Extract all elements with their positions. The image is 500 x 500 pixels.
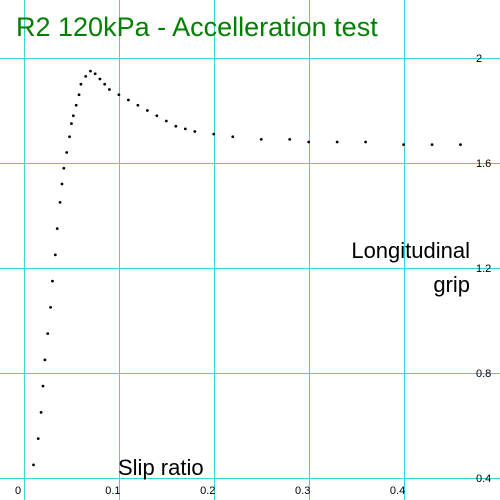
data-point [89, 69, 92, 73]
data-point [71, 114, 75, 118]
y-axis-label-line2: grip [433, 272, 470, 297]
data-point [39, 410, 43, 414]
tick-labels: 0 0.1 0.2 0.3 0.4 0.4 0.8 1.2 1.6 2 [15, 53, 491, 497]
data-point [364, 140, 368, 144]
x-tick-label: 0 [15, 485, 21, 497]
data-point [49, 305, 52, 309]
data-point [55, 227, 59, 231]
data-point [62, 166, 66, 170]
data-point [46, 332, 50, 336]
data-point [60, 182, 64, 186]
data-point [98, 77, 102, 81]
x-tick-label: 0.4 [390, 485, 405, 497]
data-point [103, 82, 107, 86]
data-point [459, 143, 462, 147]
x-axis-label: Slip ratio [118, 455, 204, 480]
data-point [84, 74, 88, 78]
x-tick-label: 0.1 [105, 485, 120, 497]
data-point [174, 124, 178, 128]
data-point [126, 98, 130, 102]
data-point [79, 82, 83, 86]
data-point [155, 114, 159, 118]
y-tick-label: 1.6 [476, 158, 491, 170]
data-point [335, 140, 339, 144]
data-point [307, 140, 311, 144]
data-point [36, 437, 40, 441]
y-axis-label-line1: Longitudinal [351, 238, 470, 263]
data-point [117, 93, 121, 97]
y-tick-label: 2 [476, 53, 482, 65]
y-tick-label: 0.8 [476, 368, 491, 380]
data-point [183, 127, 187, 131]
data-point [193, 130, 197, 133]
x-tick-label: 0.3 [295, 485, 310, 497]
data-point [65, 151, 69, 154]
data-point [430, 143, 434, 147]
data-point [136, 103, 140, 107]
data-point [93, 72, 97, 76]
data-point [32, 463, 35, 467]
x-tick-label: 0.2 [200, 485, 215, 497]
data-point [74, 103, 78, 107]
y-tick-label: 1.2 [476, 263, 491, 275]
data-point [231, 135, 235, 139]
data-point [212, 132, 216, 136]
data-point [41, 384, 45, 388]
data-point [288, 137, 292, 141]
y-tick-label: 0.4 [476, 473, 491, 485]
data-point [108, 88, 111, 91]
data-point [402, 143, 405, 147]
data-point [164, 119, 168, 123]
data-point [43, 358, 47, 362]
data-point [51, 279, 54, 283]
data-point [58, 200, 62, 204]
data-point [259, 137, 263, 141]
chart-title: R2 120kPa - Accelleration test [16, 12, 378, 42]
data-point [70, 122, 73, 126]
data-point [68, 135, 71, 139]
data-point [77, 93, 81, 97]
data-point [145, 109, 149, 112]
data-point [53, 253, 57, 257]
data-points [32, 69, 462, 467]
